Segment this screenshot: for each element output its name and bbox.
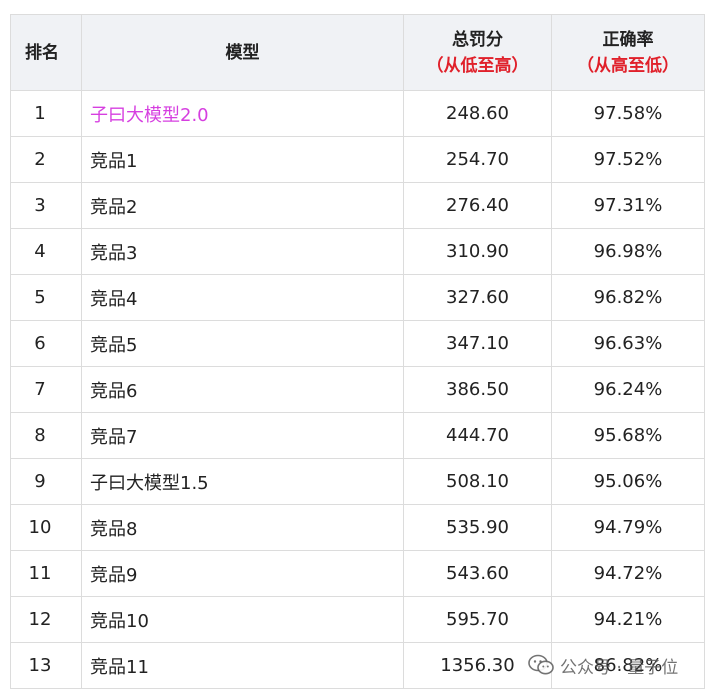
rank-cell: 13 — [10, 642, 82, 689]
table-row: 10 竞品8 535.90 94.79% — [10, 504, 705, 551]
rank-cell: 9 — [10, 458, 82, 505]
model-cell-highlighted: 子曰大模型2.0 — [81, 90, 404, 137]
model-cell: 竞品4 — [81, 274, 404, 321]
rank-cell: 5 — [10, 274, 82, 321]
accuracy-cell: 96.24% — [551, 366, 705, 413]
accuracy-cell: 94.21% — [551, 596, 705, 643]
rank-cell: 12 — [10, 596, 82, 643]
model-cell: 子曰大模型1.5 — [81, 458, 404, 505]
accuracy-cell: 86.82% — [551, 642, 705, 689]
table-row: 5 竞品4 327.60 96.82% — [10, 274, 705, 321]
penalty-cell: 254.70 — [403, 136, 552, 183]
table-row: 1 子曰大模型2.0 248.60 97.58% — [10, 90, 705, 137]
penalty-cell: 347.10 — [403, 320, 552, 367]
accuracy-cell: 96.63% — [551, 320, 705, 367]
penalty-cell: 595.70 — [403, 596, 552, 643]
watermark: 公众号 · 量子位 — [528, 650, 678, 680]
rank-cell: 1 — [10, 90, 82, 137]
penalty-cell: 543.60 — [403, 550, 552, 597]
rank-cell: 4 — [10, 228, 82, 275]
table-row: 8 竞品7 444.70 95.68% — [10, 412, 705, 459]
model-cell: 竞品11 — [81, 642, 404, 689]
watermark-text: 公众号 · 量子位 — [560, 657, 679, 678]
table-row: 2 竞品1 254.70 97.52% — [10, 136, 705, 183]
table-row: 4 竞品3 310.90 96.98% — [10, 228, 705, 275]
header-penalty-label: 总罚分 — [452, 29, 503, 50]
header-accuracy: 正确率 （从高至低） — [551, 14, 705, 91]
penalty-cell: 444.70 — [403, 412, 552, 459]
wechat-icon — [528, 654, 554, 675]
penalty-cell: 276.40 — [403, 182, 552, 229]
accuracy-cell: 96.98% — [551, 228, 705, 275]
ranking-table: 排名 模型 总罚分 （从低至高） 正确率 （从高至低） 1 子曰大模型2.0 2… — [10, 14, 705, 689]
model-cell: 竞品8 — [81, 504, 404, 551]
penalty-cell: 535.90 — [403, 504, 552, 551]
accuracy-cell: 96.82% — [551, 274, 705, 321]
accuracy-cell: 97.52% — [551, 136, 705, 183]
header-rank: 排名 — [10, 14, 82, 91]
rank-cell: 11 — [10, 550, 82, 597]
accuracy-cell: 94.79% — [551, 504, 705, 551]
penalty-cell: 386.50 — [403, 366, 552, 413]
header-accuracy-label: 正确率 — [602, 29, 654, 50]
rank-cell: 7 — [10, 366, 82, 413]
model-cell: 竞品5 — [81, 320, 404, 367]
model-cell: 竞品1 — [81, 136, 404, 183]
header-penalty: 总罚分 （从低至高） — [403, 14, 552, 91]
penalty-cell: 327.60 — [403, 274, 552, 321]
model-cell: 竞品9 — [81, 550, 404, 597]
model-cell: 竞品7 — [81, 412, 404, 459]
table-row: 12 竞品10 595.70 94.21% — [10, 596, 705, 643]
table-row: 3 竞品2 276.40 97.31% — [10, 182, 705, 229]
header-row: 排名 模型 总罚分 （从低至高） 正确率 （从高至低） — [10, 14, 705, 91]
accuracy-cell: 95.68% — [551, 412, 705, 459]
rank-cell: 8 — [10, 412, 82, 459]
table-row: 11 竞品9 543.60 94.72% — [10, 550, 705, 597]
table-row: 9 子曰大模型1.5 508.10 95.06% — [10, 458, 705, 505]
accuracy-cell: 97.31% — [551, 182, 705, 229]
model-cell: 竞品10 — [81, 596, 404, 643]
rank-cell: 3 — [10, 182, 82, 229]
penalty-cell: 248.60 — [403, 90, 552, 137]
model-cell: 竞品2 — [81, 182, 404, 229]
accuracy-cell: 95.06% — [551, 458, 705, 505]
header-penalty-sort: （从低至高） — [426, 55, 529, 76]
rank-cell: 10 — [10, 504, 82, 551]
accuracy-cell: 94.72% — [551, 550, 705, 597]
rank-cell: 6 — [10, 320, 82, 367]
penalty-cell: 310.90 — [403, 228, 552, 275]
model-cell: 竞品3 — [81, 228, 404, 275]
rank-cell: 2 — [10, 136, 82, 183]
header-model: 模型 — [81, 14, 404, 91]
table-row: 6 竞品5 347.10 96.63% — [10, 320, 705, 367]
accuracy-cell: 97.58% — [551, 90, 705, 137]
header-accuracy-sort: （从高至低） — [577, 55, 679, 76]
penalty-cell: 508.10 — [403, 458, 552, 505]
model-cell: 竞品6 — [81, 366, 404, 413]
table-row: 7 竞品6 386.50 96.24% — [10, 366, 705, 413]
